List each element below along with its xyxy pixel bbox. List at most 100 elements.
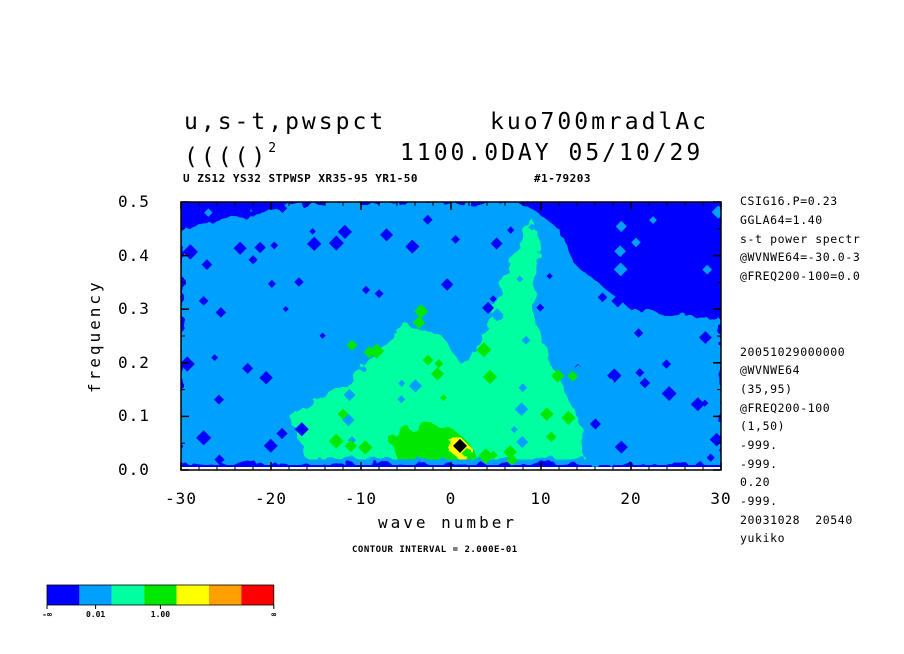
heatmap-speckle: [633, 328, 644, 338]
heatmap-speckle: [506, 454, 518, 466]
heatmap-speckle: [661, 359, 672, 369]
heatmap-speckle: [181, 356, 195, 372]
colorbar-swatch: [79, 585, 112, 605]
heatmap-speckle: [412, 316, 426, 329]
heatmap-speckle: [546, 272, 553, 280]
heatmap-speckle: [608, 378, 615, 385]
heatmap-speckle: [639, 377, 651, 389]
heatmap-speckle: [711, 205, 721, 219]
heatmap-speckle: [482, 369, 498, 385]
x-tick-label: -10: [345, 489, 377, 508]
heatmap-speckle: [609, 319, 624, 333]
heatmap-speckle: [282, 305, 289, 313]
heatmap-speckle: [514, 402, 529, 417]
heatmap-speckle: [690, 397, 705, 412]
heatmap-speckle: [430, 367, 445, 381]
heatmap-speckle: [328, 433, 344, 449]
heatmap-speckle: [434, 359, 444, 369]
heatmap-speckle: [248, 255, 258, 265]
heatmap-speckle: [551, 369, 565, 383]
heatmap-speckle: [276, 427, 288, 440]
heatmap-speckle: [414, 304, 429, 319]
heatmap-speckle: [572, 207, 582, 217]
x-tick-label: 30: [710, 489, 732, 508]
heatmap-speckle: [706, 453, 715, 462]
heatmap-speckle: [267, 279, 276, 288]
heatmap-speckle: [398, 379, 406, 387]
y-tick-label: 0.1: [118, 406, 150, 426]
heatmap-speckle: [242, 362, 254, 374]
x-axis-label: wave number: [378, 513, 517, 532]
y-tick-label: 0.4: [118, 245, 150, 265]
colorbar: [46, 584, 275, 609]
heatmap-speckle: [254, 241, 266, 254]
heatmap-speckle: [243, 427, 259, 443]
side-note: -999.: [740, 457, 778, 471]
heatmap-speckle: [518, 383, 528, 393]
heatmap-speckle: [545, 431, 557, 443]
heatmap-speckle: [422, 354, 434, 366]
y-tick-label: 0.5: [118, 192, 150, 211]
heatmap-speckle: [545, 203, 560, 218]
heatmap-speckle: [669, 239, 679, 249]
heatmap-speckle: [337, 224, 352, 239]
info-line: U ZS12 YS32 STPWSP XR35-95 YR1-50: [183, 172, 419, 185]
heatmap-speckle: [363, 346, 376, 359]
x-tick-label: 0: [445, 489, 457, 508]
heatmap-speckle: [233, 241, 247, 255]
heatmap-speckle: [289, 220, 300, 231]
heatmap-speckle: [440, 278, 454, 291]
heatmap-speckle: [634, 202, 647, 210]
colorbar-swatch: [144, 585, 177, 605]
heatmap-speckle: [337, 408, 349, 420]
heatmap-speckle: [516, 275, 524, 283]
contour-interval-note: CONTOUR INTERVAL = 2.000E-01: [352, 545, 518, 555]
heatmap-speckle: [422, 214, 433, 225]
side-note: (35,95): [740, 382, 793, 396]
heatmap-speckle: [540, 407, 554, 421]
heatmap-speckle: [198, 296, 209, 306]
heatmap-speckle: [588, 455, 603, 467]
y-tick-label: 0.0: [118, 460, 150, 479]
heatmap-speckle: [273, 450, 281, 458]
heatmap-speckle: [343, 388, 356, 401]
heatmap-speckle: [440, 394, 447, 402]
y-tick-label: 0.2: [118, 352, 150, 372]
subtitle-left: (((()2: [184, 142, 276, 169]
heatmap-speckle: [346, 339, 358, 351]
heatmap-speckle: [503, 445, 517, 459]
heatmap-speckle: [516, 435, 529, 449]
y-tick-label: 0.3: [118, 299, 150, 319]
heatmap-speckle: [182, 244, 199, 260]
heatmap-speckle: [368, 343, 385, 359]
heatmap-speckle: [544, 251, 555, 262]
heatmap-speckle: [702, 264, 713, 275]
heatmap-speckle: [479, 286, 493, 300]
heatmap-speckle: [567, 370, 579, 382]
heatmap-speckle: [536, 303, 545, 312]
heatmap-speckle: [319, 332, 326, 339]
heatmap-speckle: [490, 237, 503, 250]
heatmap-speckle: [309, 228, 316, 235]
side-note: -999.: [740, 438, 778, 452]
heatmap-speckle: [354, 325, 363, 334]
heatmap-speckle: [654, 298, 671, 314]
heatmap-speckle: [581, 292, 596, 307]
heatmap-speckle: [263, 438, 278, 453]
heatmap-speckle: [215, 307, 227, 318]
heatmap-speckle: [342, 413, 355, 427]
heatmap-speckle: [307, 236, 322, 251]
x-tick-label: 10: [530, 489, 552, 508]
side-note: CSIG16.P=0.23: [740, 194, 838, 208]
plot-area: [181, 202, 721, 467]
colorbar-label: -∞: [42, 610, 52, 619]
colorbar-label: 0.01: [85, 610, 106, 619]
heatmap-speckle: [597, 292, 608, 303]
heatmap-speckle: [489, 295, 497, 303]
heatmap-speckle: [408, 379, 423, 393]
heatmap-speckle: [614, 245, 627, 258]
heatmap-region: [181, 202, 721, 465]
heatmap-speckle: [635, 368, 645, 378]
heatmap-region: [289, 218, 586, 460]
